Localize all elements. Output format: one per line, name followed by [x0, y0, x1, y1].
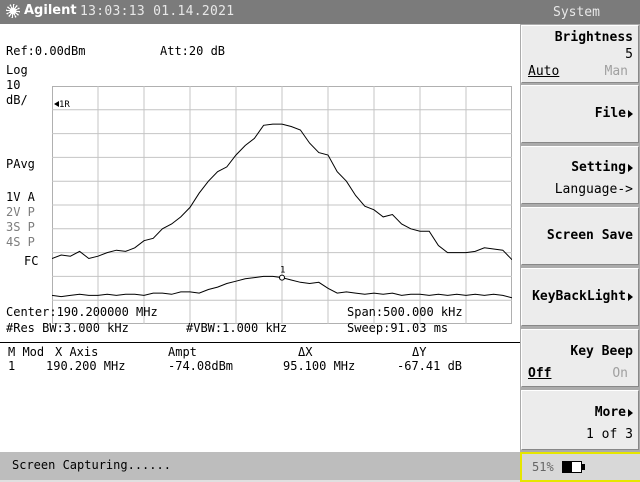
status-message: Screen Capturing...... — [12, 458, 171, 472]
menu-title: System — [553, 5, 600, 20]
language-link[interactable]: Language-> — [554, 182, 633, 197]
marker-header-ampt: Ampt — [168, 345, 197, 359]
agilent-spark-icon — [6, 3, 20, 18]
marker-table: M Mod X Axis Ampt ΔX ΔY 1 190.200 MHz -7… — [0, 342, 520, 373]
marker-row-ampt: -74.08dBm — [168, 359, 234, 373]
trace-1-label: 1V A — [6, 190, 35, 204]
brand-logo: Agilent — [6, 3, 77, 18]
brightness-value: 5 — [625, 47, 633, 62]
scale-value: 10 — [6, 78, 21, 92]
brightness-auto[interactable]: Auto — [528, 64, 560, 79]
marker-header-xaxis: X Axis — [55, 345, 99, 359]
marker-header-delta-x: ΔX — [298, 345, 313, 359]
submenu-arrow-icon — [628, 408, 633, 417]
attenuation: Att:20 dB — [160, 44, 226, 58]
status-bar: Screen Capturing...... — [0, 452, 520, 480]
fc-label: FC — [24, 254, 39, 268]
marker-row-delta-x: 95.100 MHz — [283, 359, 356, 373]
marker-header-mmod: M Mod — [8, 345, 45, 359]
more-label: More — [594, 405, 626, 420]
key-beep-off[interactable]: Off — [528, 366, 552, 381]
screen-save-label: Screen Save — [546, 228, 633, 243]
keybacklight-softkey[interactable]: KeyBackLight — [521, 268, 639, 326]
brightness-softkey[interactable]: Brightness 5 Auto Man — [521, 25, 639, 83]
graticule — [52, 86, 512, 324]
trace-1-line — [52, 123, 512, 261]
submenu-arrow-icon — [628, 292, 633, 301]
resolution-bandwidth: #Res BW:3.000 kHz — [6, 321, 129, 335]
marker-header-delta-y: ΔY — [412, 345, 427, 359]
brightness-man[interactable]: Man — [604, 64, 628, 79]
span: Span:500.000 kHz — [347, 305, 463, 319]
marker-row-xaxis: 190.200 MHz — [46, 359, 126, 373]
softkey-panel: Brightness 5 Auto Man File Setting Langu… — [520, 24, 640, 452]
marker-1-point[interactable] — [279, 274, 285, 281]
scale-unit: dB/ — [6, 93, 28, 107]
more-softkey[interactable]: More 1 of 3 — [521, 390, 639, 450]
video-bandwidth: #VBW:1.000 kHz — [186, 321, 288, 335]
setting-label: Setting — [571, 160, 626, 175]
trace-4-label: 4S P — [6, 235, 35, 249]
more-page: 1 of 3 — [586, 427, 633, 442]
battery-icon — [562, 461, 585, 473]
key-beep-softkey[interactable]: Key Beep Off On — [521, 329, 639, 387]
reference-marker: 1R — [54, 100, 70, 110]
sweep-time: Sweep:91.03 ms — [347, 321, 449, 335]
center-frequency: Center:190.200000 MHz — [6, 305, 158, 319]
reference-arrow-icon — [54, 101, 59, 107]
key-beep-label: Key Beep — [570, 344, 633, 359]
brand-name: Agilent — [24, 3, 77, 18]
setting-softkey[interactable]: Setting Language-> — [521, 146, 639, 204]
trace-2-label: 2V P — [6, 205, 35, 219]
battery-tip — [582, 464, 585, 470]
date-time: 13:03:13 01.14.2021 — [80, 4, 235, 19]
submenu-arrow-icon — [628, 109, 633, 118]
brightness-label: Brightness — [554, 30, 633, 45]
keybacklight-label: KeyBackLight — [532, 289, 626, 304]
key-beep-on[interactable]: On — [612, 366, 628, 381]
spectrum-plot: 1 1R — [52, 86, 512, 324]
battery-percent: 51% — [532, 460, 554, 474]
battery-fill — [563, 462, 573, 472]
scale-type: Log — [6, 63, 28, 77]
marker-1-label: 1 — [280, 266, 285, 276]
screen-save-softkey[interactable]: Screen Save — [521, 207, 639, 265]
detector-mode: PAvg — [6, 157, 35, 171]
ref-level: Ref:0.00dBm — [6, 44, 86, 58]
marker-row-number: 1 — [8, 359, 16, 373]
reference-marker-label: 1R — [59, 100, 70, 110]
measurement-screen: Ref:0.00dBm Att:20 dB Log 10 dB/ PAvg 1V… — [0, 24, 520, 452]
submenu-arrow-icon — [628, 163, 633, 172]
file-label: File — [594, 106, 626, 121]
title-bar: Agilent 13:03:13 01.14.2021 System — [0, 0, 640, 24]
marker-row-delta-y: -67.41 dB — [397, 359, 463, 373]
file-softkey[interactable]: File — [521, 85, 639, 143]
battery-indicator: 51% — [520, 452, 640, 482]
trace-3-label: 3S P — [6, 220, 35, 234]
